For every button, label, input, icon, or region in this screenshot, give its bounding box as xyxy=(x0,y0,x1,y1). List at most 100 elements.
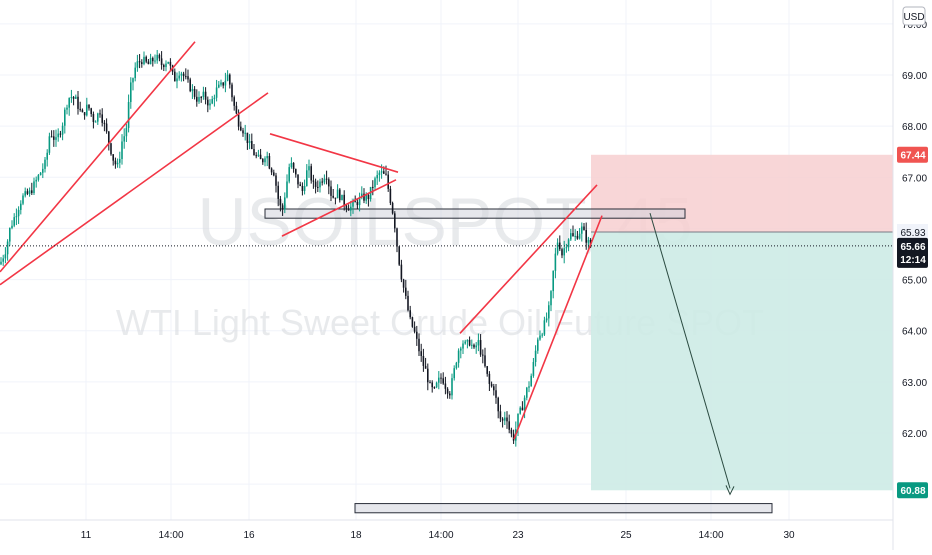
candle-body xyxy=(427,368,429,383)
trendline[interactable] xyxy=(269,133,399,173)
candle-body xyxy=(2,258,4,262)
take-profit-zone[interactable] xyxy=(591,232,893,491)
candle-body xyxy=(380,171,383,173)
projection-arrow-head xyxy=(725,485,735,496)
candle-body xyxy=(561,249,563,256)
candle-body xyxy=(545,318,548,321)
candle-body xyxy=(156,54,158,61)
candle-body xyxy=(356,202,359,206)
candle-body xyxy=(97,113,99,122)
candle-body xyxy=(585,230,587,243)
candle-body xyxy=(46,152,48,160)
x-tick-label: 14:00 xyxy=(428,530,453,541)
candle-body xyxy=(398,246,400,265)
candle-body xyxy=(277,185,279,199)
candle-body xyxy=(178,75,180,79)
countdown-text: 12:14 xyxy=(900,255,926,266)
candle-body xyxy=(77,96,79,109)
candle-body xyxy=(468,339,471,346)
candle-body xyxy=(477,340,480,346)
x-tick-label: 14:00 xyxy=(158,530,183,541)
candle-body xyxy=(48,136,51,153)
candle-body xyxy=(541,334,543,336)
y-tick-label: 67.00 xyxy=(902,173,927,184)
candle-body xyxy=(314,181,317,187)
candle-body xyxy=(86,104,88,116)
candle-body xyxy=(185,76,187,78)
candle-body xyxy=(279,198,282,206)
stop-price-tag-text: 67.44 xyxy=(900,150,925,161)
candle-body xyxy=(345,205,348,209)
trendline[interactable] xyxy=(281,179,397,237)
candle-body xyxy=(103,122,106,124)
candle-body xyxy=(391,203,394,214)
candle-body xyxy=(376,175,378,179)
candle-body xyxy=(255,155,257,157)
trendline[interactable] xyxy=(459,184,598,334)
candle-body xyxy=(449,393,451,396)
candle-body xyxy=(328,179,330,187)
candle-body xyxy=(248,141,251,144)
candle-body xyxy=(123,136,125,142)
candle-body xyxy=(237,113,240,127)
y-tick-label: 65.00 xyxy=(902,276,927,287)
candle-body xyxy=(354,201,356,203)
candle-body xyxy=(266,156,268,159)
candle-body xyxy=(587,239,590,243)
candle-body xyxy=(53,136,55,140)
target-price-tag-text: 60.88 xyxy=(900,486,925,497)
candle-body xyxy=(83,112,86,116)
candle-body xyxy=(200,97,202,99)
support-resistance-zone[interactable] xyxy=(264,208,686,219)
candle-body xyxy=(39,172,42,176)
candle-body xyxy=(490,383,493,387)
candle-body xyxy=(31,190,33,194)
support-resistance-zone[interactable] xyxy=(354,503,773,514)
trendline[interactable] xyxy=(0,92,269,286)
candle-body xyxy=(233,97,235,106)
candle-body xyxy=(262,159,264,163)
candle-body xyxy=(407,295,409,311)
candle-body xyxy=(323,178,326,183)
candle-body xyxy=(101,114,103,123)
candle-body xyxy=(396,228,398,247)
candle-body xyxy=(130,82,132,103)
stop-price-tag xyxy=(897,146,928,163)
currency-badge[interactable] xyxy=(902,6,926,26)
candle-body xyxy=(213,97,216,100)
x-tick-label: 23 xyxy=(512,530,524,541)
candle-body xyxy=(350,206,352,211)
candle-body xyxy=(13,217,15,226)
trendline[interactable] xyxy=(0,41,196,273)
candle-body xyxy=(493,386,495,391)
candle-body xyxy=(570,233,572,240)
candle-body xyxy=(33,181,35,194)
candle-body xyxy=(416,331,418,339)
candle-body xyxy=(372,186,374,188)
candle-body xyxy=(565,247,568,249)
candle-body xyxy=(495,390,497,398)
candle-body xyxy=(367,195,370,200)
candle-body xyxy=(532,362,535,376)
trendline[interactable] xyxy=(513,215,603,440)
candle-body xyxy=(548,305,550,319)
candle-body xyxy=(57,133,59,138)
candle-body xyxy=(22,195,24,204)
candle-body xyxy=(81,109,84,113)
candle-body xyxy=(28,190,31,194)
candle-body xyxy=(526,387,528,398)
stop-loss-zone[interactable] xyxy=(591,154,893,233)
x-tick-label: 16 xyxy=(243,530,255,541)
projection-arrow-line[interactable] xyxy=(649,212,731,489)
candle-body xyxy=(231,84,233,98)
candle-body xyxy=(466,339,469,342)
candle-body xyxy=(244,132,246,134)
candle-body xyxy=(61,125,64,135)
candle-body xyxy=(506,417,508,422)
candle-body xyxy=(473,344,475,348)
candle-body xyxy=(418,338,420,352)
candle-body xyxy=(42,168,44,173)
candle-body xyxy=(387,174,389,189)
